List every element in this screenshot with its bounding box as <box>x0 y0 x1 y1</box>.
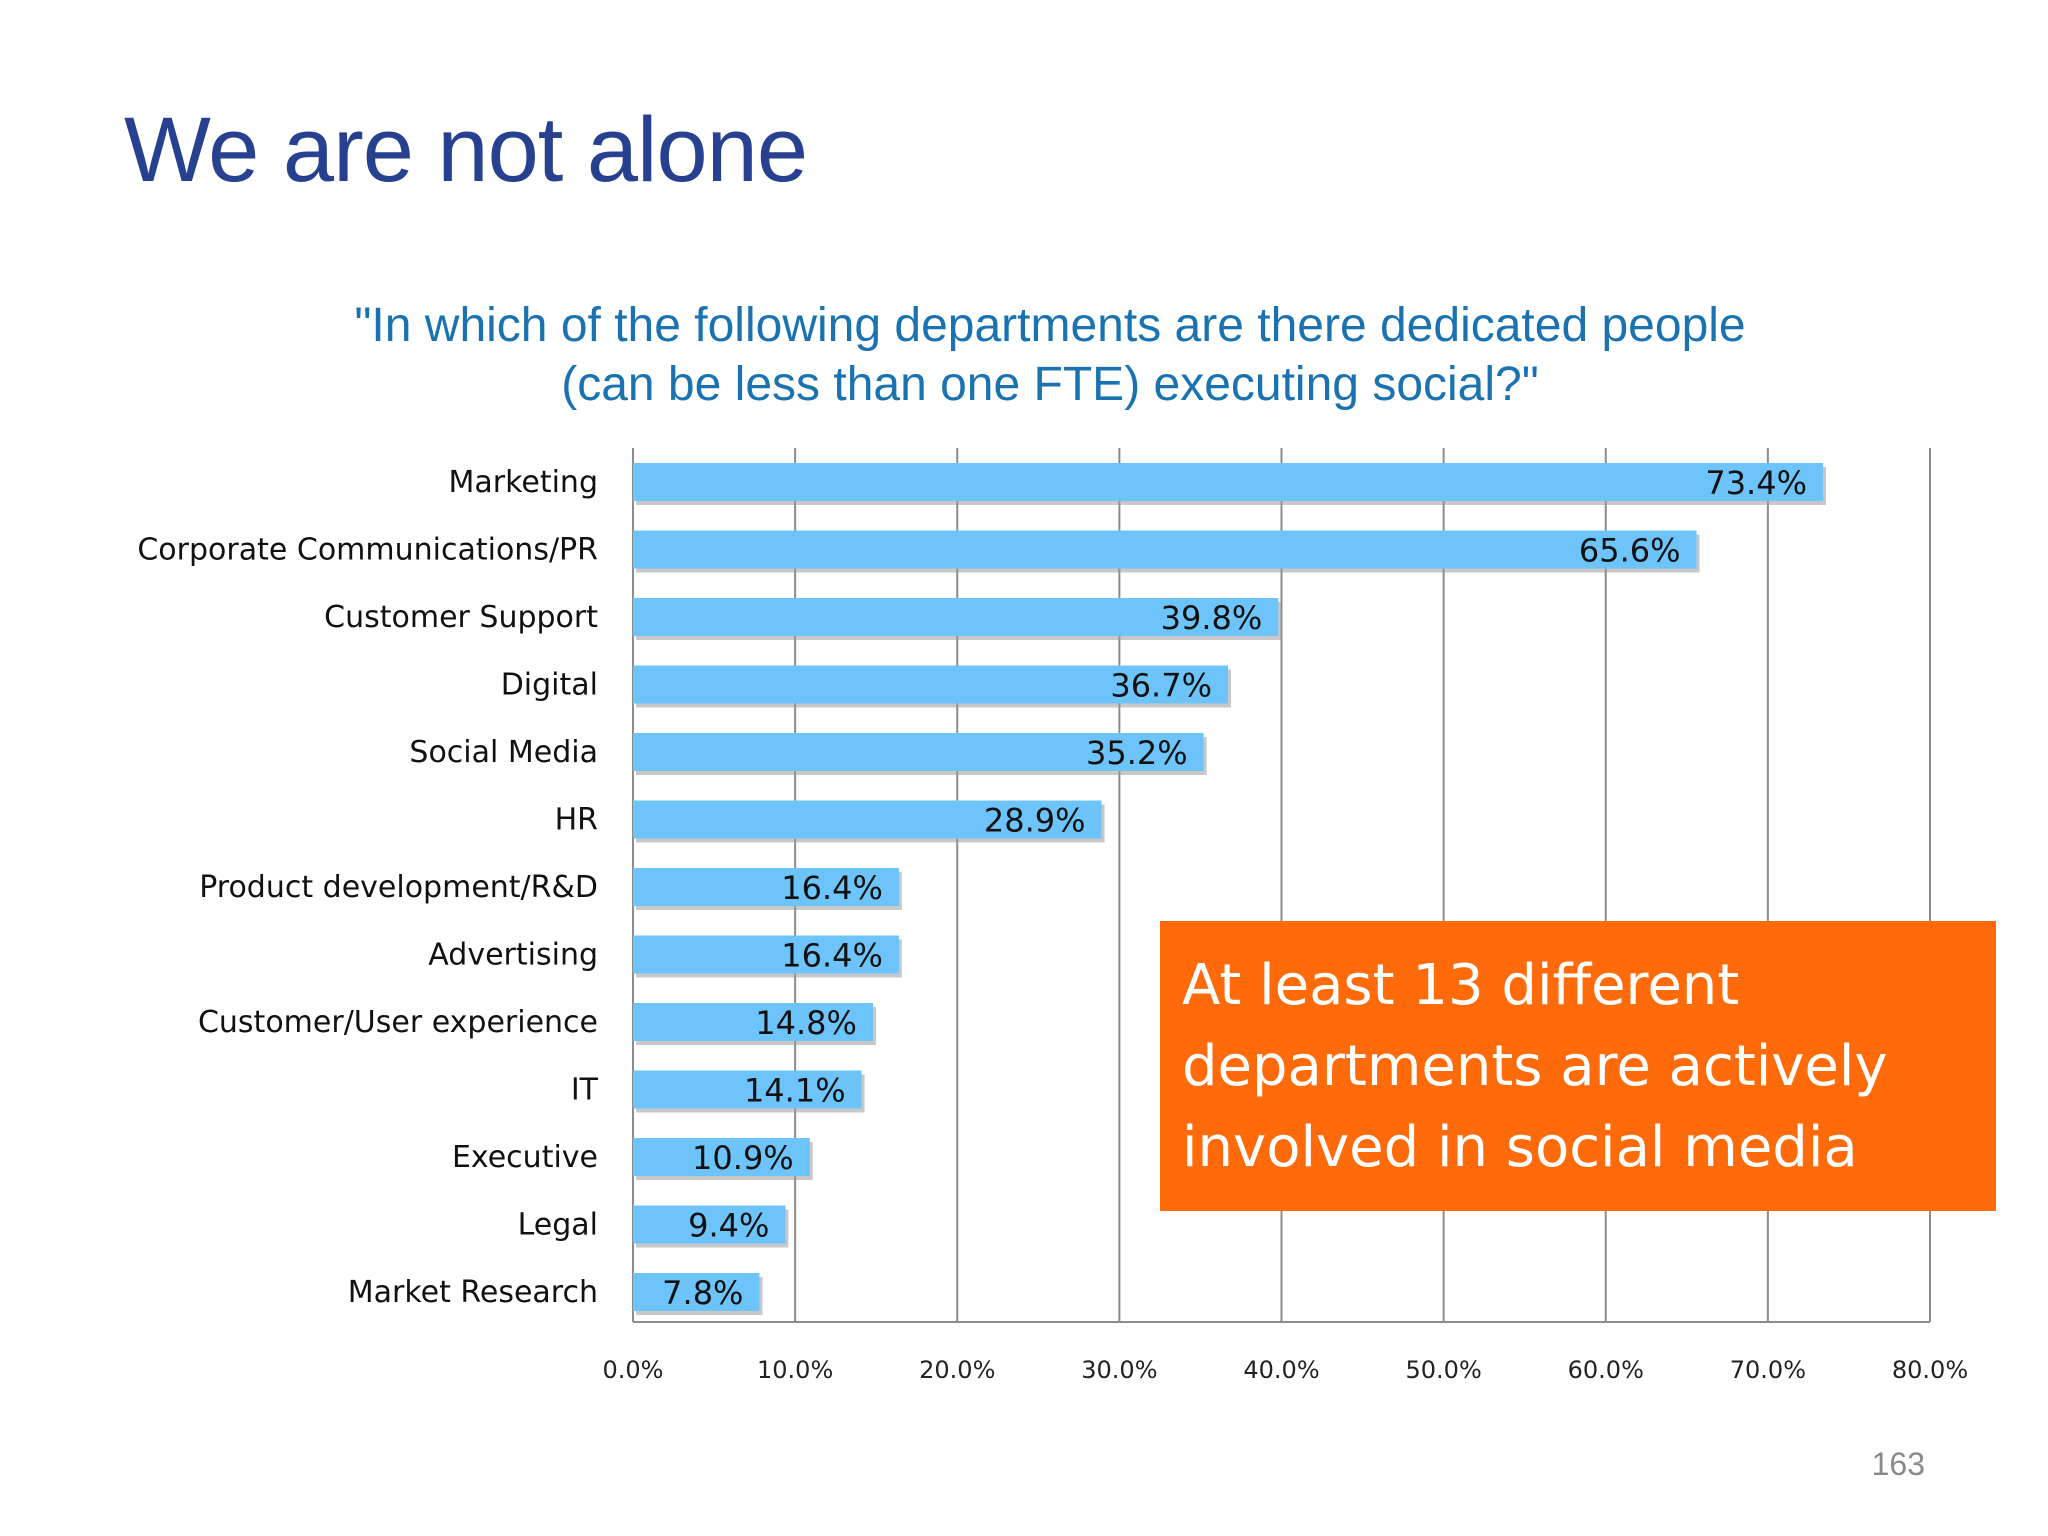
category-label: Digital <box>501 668 598 703</box>
bar <box>633 868 899 906</box>
x-tick-label: 0.0% <box>603 1356 664 1384</box>
category-label: Executive <box>452 1140 598 1175</box>
category-label: Customer/User experience <box>198 1005 598 1040</box>
category-label: Customer Support <box>324 600 598 635</box>
bar <box>633 733 1204 771</box>
x-tick-label: 80.0% <box>1892 1356 1968 1384</box>
bar-chart: 0.0% 10.0% 20.0% 30.0% 40.0% 50.0% 60.0% 70.0% 8… <box>137 448 1968 1384</box>
slide-title: We are not alone <box>124 99 808 201</box>
x-tick-label: 50.0% <box>1406 1356 1482 1384</box>
data-label: 36.7% <box>1110 667 1212 705</box>
bar <box>633 598 1279 636</box>
data-label: 39.8% <box>1161 599 1263 637</box>
category-label: Market Research <box>348 1275 598 1310</box>
bar <box>633 1070 862 1109</box>
category-label: Marketing <box>448 465 598 500</box>
data-label: 28.9% <box>984 802 1086 840</box>
category-label: IT <box>571 1073 599 1108</box>
category-label: Product development/R&D <box>199 870 598 905</box>
chart-title: "In which of the following departments a… <box>200 296 1900 414</box>
x-tick-label: 70.0% <box>1730 1356 1806 1384</box>
bar <box>633 463 1823 501</box>
category-label: Advertising <box>428 938 598 973</box>
x-tick-label: 60.0% <box>1568 1356 1644 1384</box>
callout-line-3: involved in social media <box>1182 1115 1858 1180</box>
category-label: Corporate Communications/PR <box>137 533 598 568</box>
bar <box>633 1003 873 1041</box>
data-label: 7.8% <box>662 1274 743 1312</box>
bar <box>633 665 1228 704</box>
x-tick-label: 10.0% <box>757 1356 833 1384</box>
data-label: 14.1% <box>744 1072 846 1110</box>
data-label: 14.8% <box>755 1004 857 1042</box>
bar <box>633 800 1102 839</box>
x-tick-label: 20.0% <box>919 1356 995 1384</box>
bar <box>633 935 899 974</box>
x-tick-label: 40.0% <box>1243 1356 1319 1384</box>
bar <box>633 530 1697 569</box>
data-label: 73.4% <box>1705 464 1807 502</box>
bar <box>633 1273 760 1311</box>
data-label: 35.2% <box>1086 734 1188 772</box>
bar <box>633 1138 810 1176</box>
data-label: 9.4% <box>688 1207 769 1245</box>
data-label: 10.9% <box>692 1139 794 1177</box>
x-tick-label: 30.0% <box>1081 1356 1157 1384</box>
data-label: 65.6% <box>1579 532 1681 570</box>
chart-title-line-2: (can be less than one FTE) executing soc… <box>561 358 1539 411</box>
bar <box>633 1205 786 1244</box>
category-label: Legal <box>518 1208 598 1243</box>
data-label: 16.4% <box>781 937 883 975</box>
page-number: 163 <box>1871 1446 1925 1482</box>
chart-title-line-1: "In which of the following departments a… <box>354 299 1746 352</box>
callout-box: At least 13 different departments are ac… <box>1160 921 1996 1211</box>
callout-line-2: departments are actively <box>1182 1034 1888 1099</box>
category-label: Social Media <box>409 735 598 770</box>
callout-line-1: At least 13 different <box>1182 953 1740 1018</box>
data-label: 16.4% <box>781 869 883 907</box>
category-label: HR <box>555 803 598 838</box>
